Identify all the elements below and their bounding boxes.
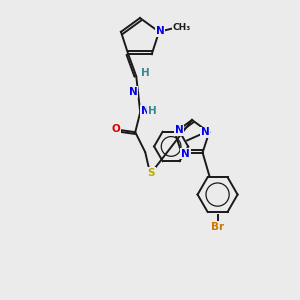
Text: CH₃: CH₃: [173, 23, 191, 32]
Text: N: N: [181, 148, 190, 159]
Text: N: N: [141, 106, 150, 116]
Text: O: O: [112, 124, 121, 134]
Text: S: S: [148, 168, 155, 178]
Text: N: N: [156, 26, 164, 36]
Text: Br: Br: [211, 222, 224, 232]
Text: H: H: [148, 106, 157, 116]
Text: H: H: [141, 68, 150, 78]
Text: N: N: [175, 125, 183, 135]
Text: N: N: [201, 128, 209, 137]
Text: N: N: [129, 87, 138, 97]
